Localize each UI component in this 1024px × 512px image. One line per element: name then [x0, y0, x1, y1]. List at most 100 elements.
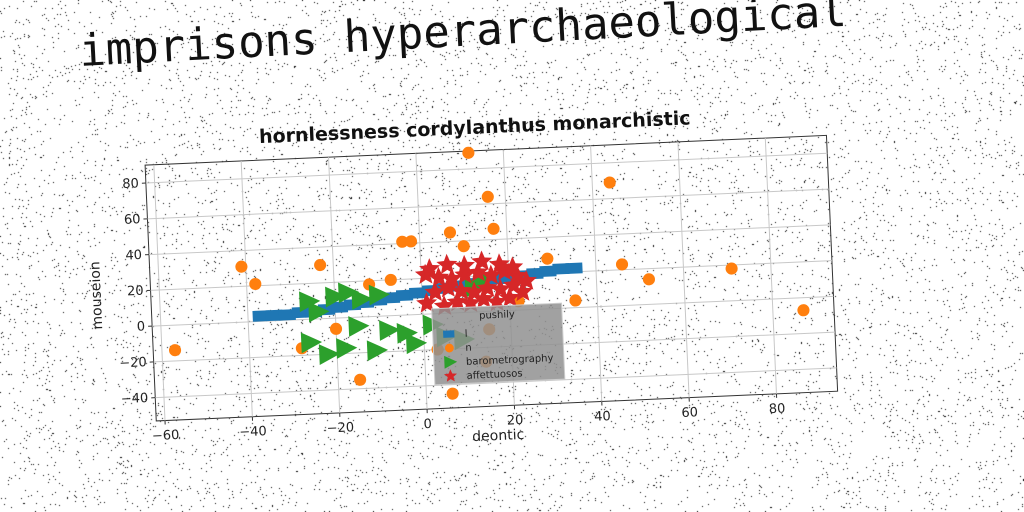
x-grid-line	[590, 145, 603, 402]
x-tick-label: −20	[326, 420, 354, 436]
y-tick-label: 40	[125, 248, 142, 264]
x-tick-label: 40	[594, 409, 611, 425]
plot-frame	[144, 134, 839, 422]
data-point-star	[453, 254, 475, 276]
data-point-triangle-right	[318, 344, 341, 366]
legend-label: barometrography	[466, 353, 554, 368]
data-point-star	[511, 281, 533, 302]
x-grid-line	[328, 157, 341, 413]
x-tick-label: −60	[152, 428, 180, 444]
data-point-star	[437, 277, 459, 298]
data-point-circle	[404, 235, 418, 248]
data-point-square	[565, 262, 583, 275]
data-point-circle	[603, 176, 616, 189]
data-point-square	[252, 310, 270, 322]
data-point-star	[416, 292, 438, 313]
data-point-triangle-right	[336, 338, 358, 359]
data-point-triangle-right	[368, 284, 390, 306]
y-grid-line	[147, 188, 829, 220]
legend-marker-square	[442, 330, 455, 338]
y-tick-label: 80	[122, 176, 139, 192]
data-point-triangle-right	[348, 316, 370, 337]
data-point-star	[454, 263, 476, 285]
y-grid-line	[148, 224, 831, 256]
data-point-circle	[384, 273, 397, 286]
data-point-circle	[481, 190, 494, 203]
x-grid-line	[677, 141, 690, 398]
data-point-circle	[249, 277, 262, 291]
data-point-triangle-right	[379, 320, 401, 341]
data-point-circle	[314, 258, 327, 272]
data-point-star	[446, 290, 468, 312]
data-point-star	[502, 256, 524, 277]
data-point-circle	[642, 273, 655, 286]
x-tick-label: 60	[681, 405, 698, 421]
data-point-square	[395, 289, 414, 302]
data-point-star	[480, 264, 502, 285]
data-point-circle	[169, 344, 182, 357]
data-point-circle	[396, 235, 409, 248]
y-tick-label: 0	[137, 319, 146, 334]
x-axis-label: deontic	[472, 427, 525, 445]
y-tick-label: 20	[127, 284, 144, 300]
x-tick-label: 0	[423, 417, 432, 432]
data-point-star	[499, 286, 521, 308]
data-point-star	[488, 253, 510, 274]
data-point-star	[450, 280, 472, 301]
data-point-triangle-right	[325, 286, 347, 308]
data-point-triangle-right	[338, 282, 360, 304]
x-tick-labels: −60 −40 −20 0 20 40 60 80	[152, 393, 786, 444]
data-point-triangle-right	[396, 322, 418, 344]
data-point-circle	[354, 373, 367, 386]
legend-label: affettuosos	[466, 368, 522, 381]
y-grid-line	[145, 152, 828, 184]
data-point-triangle-right	[351, 289, 373, 310]
data-point-star	[419, 258, 441, 279]
x-grid-line	[764, 138, 777, 394]
data-point-star	[472, 288, 494, 309]
data-point-star	[489, 278, 511, 299]
legend-label: l	[465, 329, 468, 340]
data-point-triangle-right	[366, 340, 389, 362]
legend-marker-triangle-right	[444, 355, 458, 369]
data-point-square	[330, 301, 349, 313]
data-point-star	[515, 270, 537, 291]
data-point-circle	[443, 226, 457, 239]
data-point-star	[428, 266, 450, 288]
legend-marker-circle	[444, 343, 454, 353]
data-point-circle	[457, 240, 470, 253]
data-point-square	[265, 309, 283, 322]
data-point-circle	[569, 294, 582, 307]
data-point-circle	[725, 262, 738, 275]
x-tick-label: 80	[769, 401, 786, 417]
legend-box	[431, 302, 566, 386]
data-point-circle	[541, 252, 554, 265]
legend-label: n	[465, 343, 472, 354]
data-point-square	[526, 267, 544, 280]
data-point-star	[441, 267, 463, 289]
data-point-star	[436, 253, 458, 275]
data-point-square	[552, 263, 570, 275]
y-tick-labels: −40 −20 0 20 40 60 80	[119, 176, 156, 407]
x-grid-line	[240, 160, 253, 417]
y-tick-label: 60	[124, 212, 141, 228]
chart-title: hornlessness cordylanthus monarchistic	[259, 107, 691, 148]
y-tick-label: −20	[119, 355, 147, 371]
data-point-triangle-right	[308, 301, 330, 323]
y-grid-line	[155, 367, 837, 399]
y-tick-label: −40	[121, 391, 149, 407]
data-point-square	[291, 306, 309, 319]
data-point-star	[424, 281, 446, 302]
y-axis-label: mouseion	[87, 261, 106, 330]
data-point-circle	[235, 260, 248, 273]
x-tick-label: −40	[239, 424, 267, 440]
data-point-circle	[487, 222, 500, 235]
data-point-circle	[329, 322, 343, 335]
x-tick-label: 20	[506, 413, 523, 429]
data-point-square	[539, 265, 557, 277]
data-point-triangle-right	[300, 332, 323, 354]
data-point-star	[467, 261, 489, 282]
